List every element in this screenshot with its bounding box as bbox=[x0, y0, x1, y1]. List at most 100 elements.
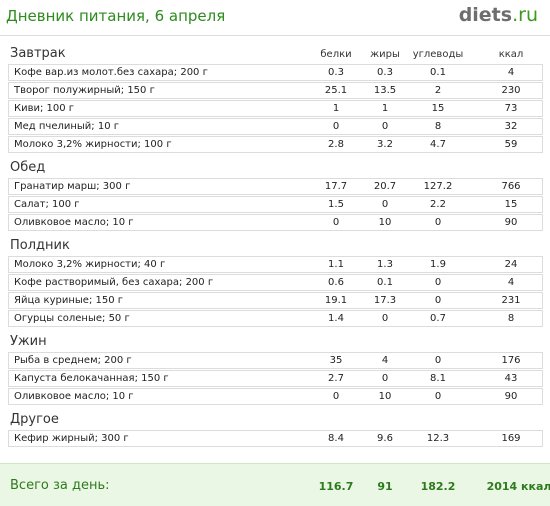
nutrient-value: 2.8 bbox=[328, 139, 344, 150]
food-row: Капуста белокачанная; 150 г 2.7 0 8.1 43 bbox=[8, 370, 543, 387]
food-name: Творог полужирный; 150 г bbox=[14, 85, 155, 96]
food-name: Яйца куриные; 150 г bbox=[14, 295, 124, 306]
nutrient-value: 766 bbox=[501, 181, 521, 192]
food-name: Оливковое масло; 10 г bbox=[14, 391, 134, 402]
nutrient-value: 0 bbox=[381, 313, 389, 324]
column-header: ккал bbox=[498, 49, 524, 60]
nutrient-value: 24 bbox=[504, 259, 518, 270]
nutrient-value: 4 bbox=[507, 67, 515, 78]
nutrient-value: 0 bbox=[434, 295, 442, 306]
section-title: Другое bbox=[10, 412, 59, 427]
section-title: Ужин bbox=[10, 334, 47, 349]
food-name: Кофе растворимый, без сахара; 200 г bbox=[14, 277, 214, 288]
food-row: Кофе растворимый, без сахара; 200 г 0.6 0.… bbox=[8, 274, 543, 291]
nutrient-value: 176 bbox=[501, 355, 521, 366]
nutrient-value: 0.6 bbox=[328, 277, 344, 288]
title: Дневник питания, 6 апреля bbox=[6, 7, 226, 25]
nutrient-value: 1.5 bbox=[328, 199, 344, 210]
logo: diets.ru bbox=[459, 4, 538, 26]
food-name: Киви; 100 г bbox=[14, 103, 75, 114]
nutrient-value: 8 bbox=[434, 121, 442, 132]
nutrient-value: 1.1 bbox=[328, 259, 344, 270]
nutrient-value: 231 bbox=[501, 295, 521, 306]
nutrient-value: 35 bbox=[329, 355, 343, 366]
total-value: 182.2 bbox=[420, 480, 456, 493]
food-row: Огурцы соленые; 50 г 1.4 0 0.7 8 bbox=[8, 310, 543, 327]
nutrient-value: 15 bbox=[431, 103, 445, 114]
nutrient-value: 0 bbox=[434, 391, 442, 402]
nutrient-value: 12.3 bbox=[426, 433, 450, 444]
column-header: белки bbox=[320, 49, 352, 60]
nutrient-value: 2.2 bbox=[430, 199, 446, 210]
nutrient-value: 15 bbox=[504, 199, 518, 210]
nutrient-value: 20.7 bbox=[373, 181, 397, 192]
food-row: Кофе вар.из молот.без сахара; 200 г 0.3 0.… bbox=[8, 64, 543, 81]
food-row: Салат; 100 г 1.5 0 2.2 15 bbox=[8, 196, 543, 213]
nutrient-value: 90 bbox=[504, 217, 518, 228]
nutrient-value: 2 bbox=[434, 85, 442, 96]
nutrient-value: 32 bbox=[504, 121, 518, 132]
nutrient-value: 25.1 bbox=[324, 85, 348, 96]
section-title: Полдник bbox=[10, 238, 70, 253]
food-row: Творог полужирный; 150 г 25.1 13.5 2 230 bbox=[8, 82, 543, 99]
section-title: Завтрак bbox=[10, 46, 66, 61]
nutrient-value: 17.3 bbox=[373, 295, 397, 306]
nutrient-value: 59 bbox=[504, 139, 518, 150]
total-bar: Всего за день: 116.7 91 182.2 2014 ккал bbox=[0, 463, 550, 506]
nutrient-value: 0 bbox=[381, 373, 389, 384]
divider bbox=[0, 35, 550, 36]
nutrient-value: 9.6 bbox=[377, 433, 393, 444]
food-row: Оливковое масло; 10 г 0 10 0 90 bbox=[8, 214, 543, 231]
section-title: Обед bbox=[10, 160, 46, 175]
nutrient-value: 127.2 bbox=[423, 181, 453, 192]
nutrient-value: 0 bbox=[332, 217, 340, 228]
nutrient-value: 1 bbox=[381, 103, 389, 114]
nutrient-value: 0 bbox=[381, 199, 389, 210]
food-row: Молоко 3,2% жирности; 100 г 2.8 3.2 4.7 59 bbox=[8, 136, 543, 153]
food-name: Огурцы соленые; 50 г bbox=[14, 313, 130, 324]
nutrient-value: 13.5 bbox=[373, 85, 397, 96]
nutrient-value: 43 bbox=[504, 373, 518, 384]
nutrient-value: 0.1 bbox=[377, 277, 393, 288]
food-row: Гранатир марш; 300 г 17.7 20.7 127.2 766 bbox=[8, 178, 543, 195]
total-value: 2014 ккал bbox=[486, 480, 550, 493]
nutrient-value: 0.3 bbox=[377, 67, 393, 78]
total-value: 91 bbox=[377, 480, 393, 493]
nutrient-value: 230 bbox=[501, 85, 521, 96]
nutrient-value: 0.3 bbox=[328, 67, 344, 78]
nutrient-value: 0 bbox=[434, 217, 442, 228]
nutrient-value: 0 bbox=[332, 391, 340, 402]
nutrient-value: 3.2 bbox=[377, 139, 393, 150]
nutrient-value: 1.3 bbox=[377, 259, 393, 270]
food-name: Салат; 100 г bbox=[14, 199, 80, 210]
food-row: Мед пчелиный; 10 г 0 0 8 32 bbox=[8, 118, 543, 135]
food-name: Кефир жирный; 300 г bbox=[14, 433, 129, 444]
nutrient-value: 4 bbox=[507, 277, 515, 288]
food-row: Яйца куриные; 150 г 19.1 17.3 0 231 bbox=[8, 292, 543, 309]
nutrient-value: 0 bbox=[434, 277, 442, 288]
nutrient-value: 0.7 bbox=[430, 313, 446, 324]
food-name: Мед пчелиный; 10 г bbox=[14, 121, 119, 132]
nutrient-value: 10 bbox=[378, 391, 392, 402]
total-label: Всего за день: bbox=[10, 478, 110, 493]
logo-suffix: .ru bbox=[512, 4, 538, 26]
food-row: Молоко 3,2% жирности; 40 г 1.1 1.3 1.9 24 bbox=[8, 256, 543, 273]
food-name: Молоко 3,2% жирности; 40 г bbox=[14, 259, 166, 270]
nutrient-value: 1.9 bbox=[430, 259, 446, 270]
column-header: углеводы bbox=[412, 49, 464, 60]
food-name: Оливковое масло; 10 г bbox=[14, 217, 134, 228]
nutrient-value: 8 bbox=[507, 313, 515, 324]
nutrient-value: 17.7 bbox=[324, 181, 348, 192]
nutrient-value: 0 bbox=[332, 121, 340, 132]
nutrient-value: 0 bbox=[434, 355, 442, 366]
food-row: Оливковое масло; 10 г 0 10 0 90 bbox=[8, 388, 543, 405]
food-row: Рыба в среднем; 200 г 35 4 0 176 bbox=[8, 352, 543, 369]
nutrient-value: 73 bbox=[504, 103, 518, 114]
total-value: 116.7 bbox=[318, 480, 354, 493]
food-row: Киви; 100 г 1 1 15 73 bbox=[8, 100, 543, 117]
nutrient-value: 8.4 bbox=[328, 433, 344, 444]
food-name: Рыба в среднем; 200 г bbox=[14, 355, 132, 366]
nutrient-value: 1 bbox=[332, 103, 340, 114]
nutrient-value: 169 bbox=[501, 433, 521, 444]
